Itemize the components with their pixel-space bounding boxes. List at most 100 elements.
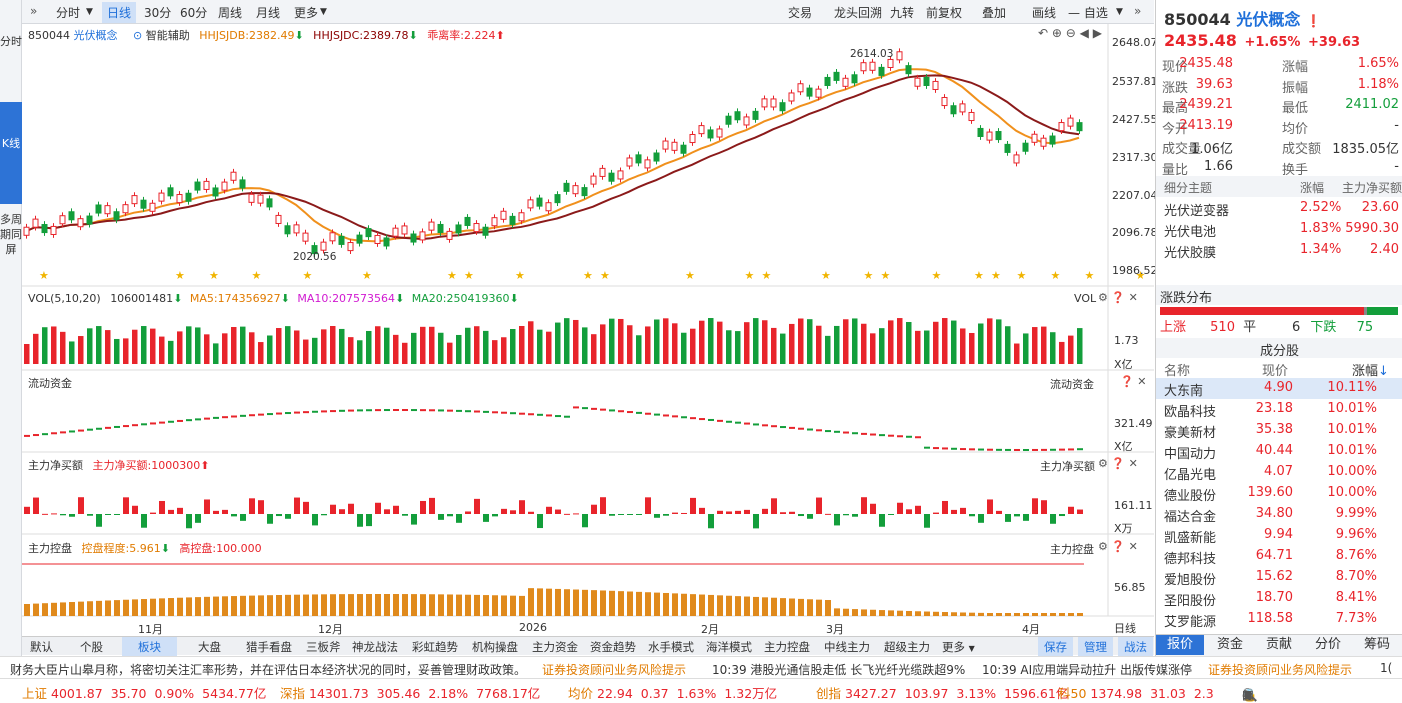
tab-sailor[interactable]: 水手模式 bbox=[648, 640, 694, 654]
settings-icon[interactable]: ⚙ bbox=[1098, 540, 1108, 553]
tab-rainbow[interactable]: 彩虹趋势 bbox=[412, 640, 458, 654]
lock-icon[interactable]: 🔒 bbox=[1242, 687, 1264, 702]
more-dropdown-icon[interactable]: ▼ bbox=[320, 7, 327, 17]
smart-assist-toggle[interactable]: ⊙ 智能辅助 bbox=[133, 29, 190, 42]
window-icon[interactable]: ▣ bbox=[1242, 687, 1260, 702]
tab-funds[interactable]: 资金 bbox=[1216, 637, 1243, 652]
news-item[interactable]: 1( bbox=[1380, 661, 1393, 675]
tool-watchlist[interactable]: — 自选 bbox=[1068, 6, 1108, 20]
close-icon[interactable]: ✕ bbox=[1128, 457, 1138, 470]
period-daily[interactable]: 日线 bbox=[102, 2, 137, 23]
period-weekly[interactable]: 周线 bbox=[218, 6, 243, 20]
manage-button[interactable]: 管理 bbox=[1078, 637, 1113, 657]
tab-sector[interactable]: 板块 bbox=[122, 637, 177, 657]
constituent-row[interactable]: 艾罗能源 118.58 7.73% bbox=[1156, 609, 1402, 630]
help-icon[interactable]: ❓ bbox=[1111, 540, 1126, 553]
tab-default[interactable]: 默认 bbox=[30, 640, 53, 654]
help-icon[interactable]: ❓ bbox=[1120, 375, 1134, 388]
constituent-row[interactable]: 德邦科技 64.71 8.76% bbox=[1156, 546, 1402, 567]
tool-nine-turn[interactable]: 九转 bbox=[890, 6, 915, 20]
help-icon[interactable]: ❓ bbox=[1111, 291, 1126, 304]
sub-theme-row[interactable]: 光伏胶膜 1.34% 2.40 bbox=[1156, 240, 1402, 261]
tab-ocean[interactable]: 海洋模式 bbox=[706, 640, 752, 654]
period-monthly[interactable]: 月线 bbox=[256, 6, 281, 20]
info-icon[interactable]: ❗ bbox=[1305, 14, 1321, 28]
sub-theme-row[interactable]: 光伏电池 1.83% 5990.30 bbox=[1156, 219, 1402, 240]
tab-market[interactable]: 大盘 bbox=[198, 640, 221, 654]
kline-tab[interactable]: K线 bbox=[0, 102, 22, 204]
constituent-row[interactable]: 亿晶光电 4.07 10.00% bbox=[1156, 462, 1402, 483]
period-more[interactable]: 更多 bbox=[294, 6, 319, 20]
tool-overlay[interactable]: 叠加 bbox=[982, 6, 1007, 20]
tab-three-axes[interactable]: 三板斧 bbox=[306, 640, 341, 654]
tool-trade[interactable]: 交易 bbox=[788, 6, 813, 20]
tab-institution[interactable]: 机构操盘 bbox=[472, 640, 518, 654]
period-30min[interactable]: 30分 bbox=[144, 6, 172, 20]
tool-leader-review[interactable]: 龙头回溯 bbox=[834, 6, 883, 20]
zoom-in-icon[interactable]: ⊕ bbox=[1051, 26, 1062, 40]
news-item[interactable]: 10:39 港股光通信股走低 长飞光纤光缆跌超9% bbox=[712, 663, 966, 677]
close-icon[interactable]: ✕ bbox=[1137, 375, 1147, 388]
index-sh[interactable]: 上证 4001.87 35.70 0.90% 5434.77亿 bbox=[22, 683, 266, 702]
constituent-row[interactable]: 凯盛新能 9.94 9.96% bbox=[1156, 525, 1402, 546]
save-button[interactable]: 保存 bbox=[1038, 637, 1073, 657]
settings-icon[interactable]: ⚙ bbox=[1098, 457, 1108, 470]
tab-chips[interactable]: 筹码 bbox=[1363, 637, 1390, 652]
index-avg[interactable]: 均价 22.94 0.37 1.63% 1.32万亿 bbox=[568, 683, 777, 702]
tab-dragon[interactable]: 神龙战法 bbox=[352, 640, 398, 654]
news-item[interactable]: 证券投资顾问业务风险提示 bbox=[542, 663, 687, 677]
constituent-row[interactable]: 豪美新材 35.38 10.01% bbox=[1156, 420, 1402, 441]
tab-price-dist[interactable]: 分价 bbox=[1314, 637, 1341, 652]
kline-chart[interactable]: ★★★★★★★★★★★★★★★★★★★★★★★★★★★ bbox=[22, 24, 1154, 636]
fenshi-tab[interactable]: 分时 bbox=[0, 35, 22, 48]
undo-icon[interactable]: ↶ bbox=[1038, 26, 1049, 40]
constituent-row[interactable]: 德业股份 139.60 10.00% bbox=[1156, 483, 1402, 504]
sub-theme-row[interactable]: 光伏逆变器 2.52% 23.60 bbox=[1156, 198, 1402, 219]
tab-main-control[interactable]: 主力控盘 bbox=[764, 640, 810, 654]
tool-draw[interactable]: 画线 bbox=[1032, 6, 1057, 20]
watchlist-dropdown-icon[interactable]: ▼ bbox=[1116, 7, 1123, 17]
tab-quote[interactable]: 报价 bbox=[1156, 635, 1204, 655]
news-item[interactable]: 证券投资顾问业务风险提示 bbox=[1208, 663, 1353, 677]
zoom-out-icon[interactable]: ⊖ bbox=[1065, 26, 1076, 40]
tab-hunter[interactable]: 猎手看盘 bbox=[246, 640, 292, 654]
chart-icon[interactable]: ▥ bbox=[1242, 687, 1260, 702]
constituent-col-pct[interactable]: 涨幅↓ bbox=[1352, 360, 1389, 379]
constituent-row[interactable]: 爱旭股份 15.62 8.70% bbox=[1156, 567, 1402, 588]
tab-contribution[interactable]: 贡献 bbox=[1265, 637, 1292, 652]
index-kc50[interactable]: 科50 1374.98 31.03 2.3 bbox=[1058, 683, 1214, 702]
period-fenshi[interactable]: 分时 bbox=[56, 6, 81, 20]
news-item[interactable]: 10:39 AI应用端异动拉升 出版传媒涨停 bbox=[982, 663, 1192, 677]
multi-period-tab[interactable]: 多周期同屏 bbox=[0, 213, 22, 256]
tab-more[interactable]: 更多 ▼ bbox=[942, 639, 975, 655]
settings-icon[interactable]: ⚙ bbox=[1098, 291, 1108, 304]
tab-fund-trend[interactable]: 资金趋势 bbox=[590, 640, 636, 654]
eye-icon[interactable]: ◉ bbox=[1242, 687, 1259, 702]
constituent-row[interactable]: 中国动力 40.44 10.01% bbox=[1156, 441, 1402, 462]
period-60min[interactable]: 60分 bbox=[180, 6, 208, 20]
pan-right-icon[interactable]: ▶ bbox=[1092, 26, 1102, 40]
index-sz[interactable]: 深指 14301.73 305.46 2.18% 7768.17亿 bbox=[280, 683, 540, 702]
constituent-row[interactable]: 圣阳股份 18.70 8.41% bbox=[1156, 588, 1402, 609]
bell-icon[interactable]: ⚑ bbox=[1242, 687, 1260, 702]
expand-right-icon[interactable]: » bbox=[1134, 4, 1142, 18]
constituent-row[interactable]: 欧晶科技 23.18 10.01% bbox=[1156, 399, 1402, 420]
strategy-button[interactable]: 战法 bbox=[1118, 637, 1153, 657]
constituent-row[interactable]: 大东南 4.90 10.11% bbox=[1156, 378, 1402, 399]
tool-adjust[interactable]: 前复权 bbox=[926, 6, 963, 20]
constituent-row[interactable]: 福达合金 34.80 9.99% bbox=[1156, 504, 1402, 525]
period-dropdown-icon[interactable]: ▼ bbox=[86, 7, 93, 17]
help-icon[interactable]: ❓ bbox=[1111, 457, 1126, 470]
tab-mid-main[interactable]: 中线主力 bbox=[824, 640, 870, 654]
news-item[interactable]: 财务大臣片山皋月称，将密切关注汇率形势，并在评估日本经济状况的同时，妥善管理财政… bbox=[10, 663, 527, 677]
close-icon[interactable]: ✕ bbox=[1128, 291, 1138, 304]
collapse-left-icon[interactable]: » bbox=[30, 4, 38, 18]
tab-main-funds[interactable]: 主力资金 bbox=[532, 640, 578, 654]
close-icon[interactable]: ✕ bbox=[1128, 540, 1138, 553]
grid-icon[interactable]: ▦ bbox=[1242, 687, 1260, 702]
pan-left-icon[interactable]: ◀ bbox=[1079, 26, 1089, 40]
search-icon[interactable]: 🔍 bbox=[1242, 687, 1264, 702]
tab-stock[interactable]: 个股 bbox=[80, 640, 103, 654]
index-cy[interactable]: 创指 3427.27 103.97 3.13% 1596.61亿 bbox=[816, 683, 1068, 702]
tab-super-main[interactable]: 超级主力 bbox=[884, 640, 930, 654]
